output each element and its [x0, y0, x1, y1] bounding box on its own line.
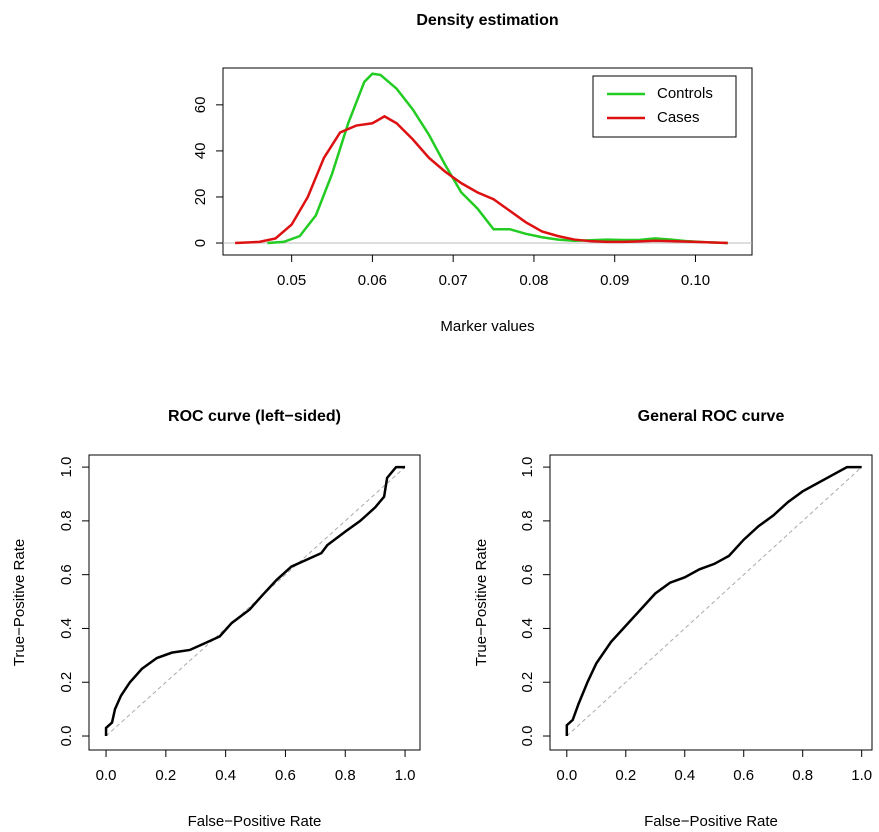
- y-axis-label: True−Positive Rate: [11, 539, 28, 666]
- chart-title: Density estimation: [416, 12, 558, 29]
- x-tick-label: 0.8: [792, 767, 813, 784]
- y-tick-label: 0.8: [58, 510, 75, 531]
- x-tick-label: 0.0: [96, 767, 117, 784]
- y-tick-label: 40: [192, 143, 209, 160]
- y-tick-label: 0.4: [58, 618, 75, 639]
- legend-label: Controls: [657, 85, 713, 102]
- legend-box: [592, 75, 737, 138]
- y-tick-label: 0.8: [519, 510, 536, 531]
- y-tick-label: 0.6: [519, 564, 536, 585]
- x-axis-label: Marker values: [440, 318, 534, 335]
- x-tick-label: 1.0: [851, 767, 872, 784]
- y-tick-label: 0: [192, 239, 209, 247]
- x-axis-label: False−Positive Rate: [644, 813, 778, 830]
- y-tick-label: 0.6: [58, 564, 75, 585]
- x-tick-label: 0.09: [600, 272, 629, 289]
- x-tick-label: 0.0: [556, 767, 577, 784]
- x-tick-label: 0.6: [733, 767, 754, 784]
- plot-box: [549, 454, 873, 751]
- chart-title: ROC curve (left−sided): [168, 408, 341, 425]
- x-tick-label: 0.4: [674, 767, 695, 784]
- x-tick-label: 0.08: [519, 272, 548, 289]
- x-tick-label: 0.2: [615, 767, 636, 784]
- series-line: [267, 72, 728, 245]
- y-tick-label: 0.4: [519, 618, 536, 639]
- y-tick-label: 0.2: [519, 672, 536, 693]
- x-tick-label: 0.10: [681, 272, 710, 289]
- x-tick-label: 0.6: [275, 767, 296, 784]
- x-tick-label: 0.06: [358, 272, 387, 289]
- x-tick-label: 0.05: [277, 272, 306, 289]
- x-tick-label: 1.0: [395, 767, 416, 784]
- x-tick-label: 0.8: [335, 767, 356, 784]
- y-tick-label: 0.0: [519, 726, 536, 747]
- chart-title: General ROC curve: [638, 408, 785, 425]
- y-axis-label: True−Positive Rate: [473, 539, 490, 666]
- y-tick-label: 20: [192, 189, 209, 206]
- y-tick-label: 0.2: [58, 672, 75, 693]
- y-tick-label: 60: [192, 97, 209, 114]
- y-tick-label: 1.0: [58, 457, 75, 478]
- x-tick-label: 0.2: [155, 767, 176, 784]
- series-line: [104, 465, 406, 737]
- reference-diagonal: [566, 466, 863, 737]
- x-tick-label: 0.4: [215, 767, 236, 784]
- series-line: [235, 114, 728, 245]
- y-tick-label: 1.0: [519, 457, 536, 478]
- series-line: [565, 465, 862, 737]
- legend-label: Cases: [657, 109, 700, 126]
- x-tick-label: 0.07: [439, 272, 468, 289]
- y-tick-label: 0.0: [58, 726, 75, 747]
- x-axis-label: False−Positive Rate: [188, 813, 322, 830]
